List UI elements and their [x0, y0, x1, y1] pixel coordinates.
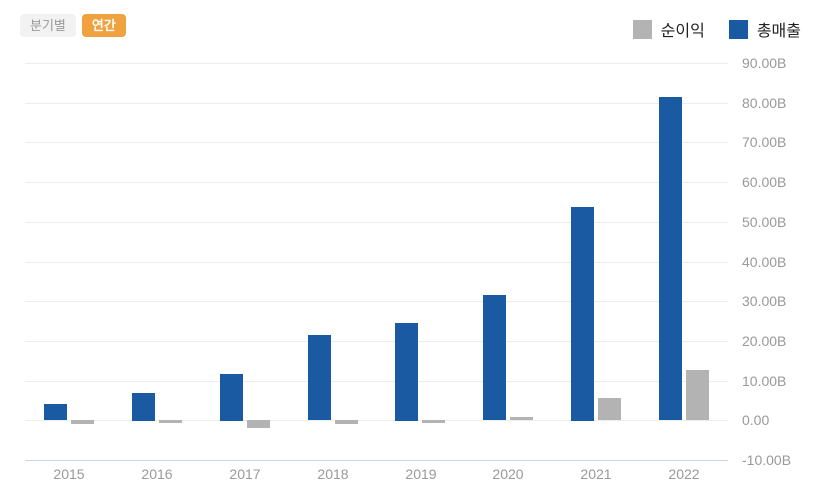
- revenue-bar-2020[interactable]: [483, 295, 506, 420]
- revenue-bar-2017[interactable]: [220, 374, 243, 421]
- gridline: [25, 182, 728, 183]
- gridline: [25, 63, 728, 64]
- gridline: [25, 222, 728, 223]
- revenue-bar-2016[interactable]: [132, 393, 155, 421]
- y-axis-tick-label: -10.00B: [742, 452, 792, 468]
- revenue-bar-2015[interactable]: [44, 404, 67, 420]
- legend-item-net-income[interactable]: 순이익: [632, 17, 705, 41]
- y-axis-tick-label: 0.00: [742, 412, 770, 428]
- revenue-swatch-icon: [728, 19, 748, 39]
- y-axis-tick-label: 10.00B: [742, 373, 787, 389]
- legend-label-revenue: 총매출: [756, 23, 801, 40]
- gridline: [25, 142, 728, 143]
- net-income-bar-2022[interactable]: [686, 370, 709, 420]
- y-axis-tick-label: 90.00B: [742, 55, 787, 71]
- revenue-bar-2022[interactable]: [659, 97, 682, 420]
- gridline: [25, 301, 728, 302]
- y-axis-tick-label: 30.00B: [742, 293, 787, 309]
- net-income-bar-2015[interactable]: [71, 420, 94, 424]
- gridline: [25, 420, 728, 421]
- net-income-bar-2017[interactable]: [247, 420, 270, 428]
- net-income-bar-2018[interactable]: [335, 420, 358, 424]
- gridline: [25, 262, 728, 263]
- net-income-bar-2019[interactable]: [422, 420, 445, 423]
- x-axis-tick-label: 2015: [53, 466, 85, 482]
- x-axis-tick-label: 2016: [141, 466, 173, 482]
- annual-toggle-button[interactable]: 연간: [81, 14, 126, 37]
- gridline: [25, 341, 728, 342]
- y-axis-tick-label: 20.00B: [742, 333, 787, 349]
- period-toggle-group: 분기별 연간: [20, 14, 126, 37]
- net-income-bar-2020[interactable]: [510, 417, 533, 420]
- y-axis-tick-label: 40.00B: [742, 254, 787, 270]
- revenue-bar-2019[interactable]: [395, 323, 418, 421]
- x-axis-tick-label: 2021: [580, 466, 612, 482]
- x-axis-tick-label: 2019: [405, 466, 437, 482]
- net-income-swatch-icon: [632, 19, 652, 39]
- y-axis-tick-label: 60.00B: [742, 174, 787, 190]
- x-axis-tick-label: 2020: [492, 466, 524, 482]
- net-income-bar-2016[interactable]: [159, 420, 182, 423]
- x-axis-line: [25, 460, 728, 461]
- legend-label-net-income: 순이익: [660, 23, 705, 40]
- x-axis-tick-label: 2017: [229, 466, 261, 482]
- revenue-bar-2021[interactable]: [571, 207, 594, 421]
- net-income-bar-2021[interactable]: [598, 398, 621, 420]
- chart-legend: 순이익 총매출: [632, 17, 801, 41]
- quarterly-toggle-button[interactable]: 분기별: [20, 14, 76, 37]
- y-axis-tick-label: 50.00B: [742, 214, 787, 230]
- x-axis-tick-label: 2022: [668, 466, 700, 482]
- revenue-bar-2018[interactable]: [308, 335, 331, 420]
- gridline: [25, 103, 728, 104]
- y-axis-tick-label: 80.00B: [742, 95, 787, 111]
- y-axis-tick-label: 70.00B: [742, 134, 787, 150]
- x-axis-tick-label: 2018: [317, 466, 349, 482]
- gridline: [25, 381, 728, 382]
- legend-item-revenue[interactable]: 총매출: [728, 17, 801, 41]
